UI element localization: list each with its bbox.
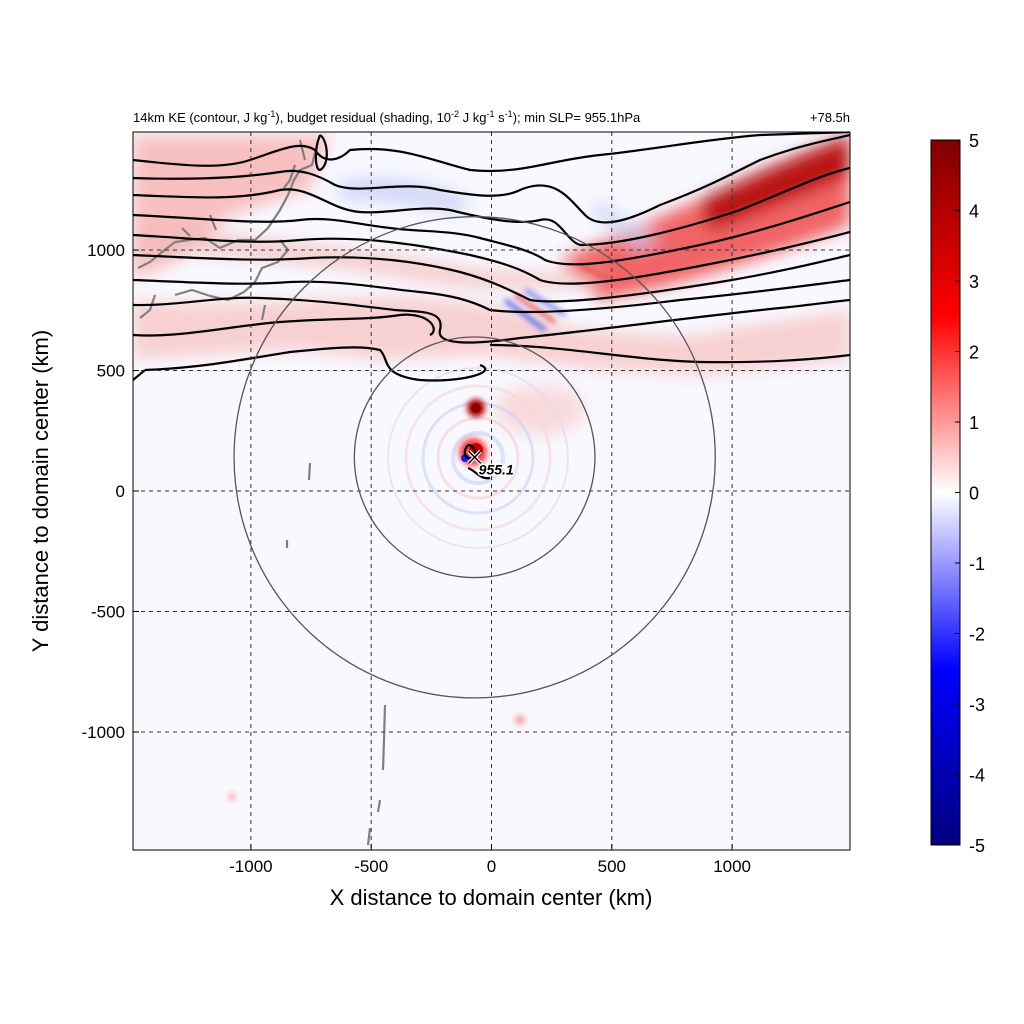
colorbar-ticks: 5 4 3 2 1 0 -1 -2 -3 -4 -5 — [955, 131, 985, 856]
x-tick-label: -1000 — [229, 857, 272, 876]
y-tick-label: 1000 — [87, 241, 125, 260]
x-tick-label: 500 — [598, 857, 626, 876]
colorbar-tick-label: -3 — [969, 695, 985, 715]
x-tick-label: 1000 — [713, 857, 751, 876]
y-axis-label: Y distance to domain center (km) — [28, 330, 53, 652]
y-tick-label: 0 — [116, 482, 125, 501]
range-ring — [233, 216, 716, 699]
colorbar-tick-label: -2 — [969, 625, 985, 645]
y-axis-ticks: -1000 -500 0 500 1000 — [82, 241, 139, 742]
colorbar-tick-label: 5 — [969, 131, 979, 151]
chart-title: 14km KE (contour, J kg-1), budget residu… — [133, 109, 641, 125]
range-rings — [233, 216, 716, 699]
x-axis-ticks: -1000 -500 0 500 1000 — [229, 844, 751, 876]
plot-area: 955.1 — [133, 132, 850, 850]
colorbar-tick-label: 2 — [969, 343, 979, 363]
colorbar-tick-label: 1 — [969, 413, 979, 433]
storm-wave-rings — [387, 367, 569, 549]
min-slp-label: 955.1 — [479, 461, 514, 477]
y-tick-label: -1000 — [82, 723, 125, 742]
x-tick-label: -500 — [354, 857, 388, 876]
x-tick-label: 0 — [487, 857, 496, 876]
colorbar-tick-label: 3 — [969, 272, 979, 292]
ke-contours — [133, 132, 850, 480]
colorbar-tick-label: -5 — [969, 836, 985, 856]
y-tick-label: 500 — [97, 362, 125, 381]
forecast-hour-label: +78.5h — [810, 110, 850, 125]
storm-center-cross — [468, 450, 482, 464]
colorbar-tick-label: -4 — [969, 766, 985, 786]
colorbar-tick-label: 0 — [969, 484, 979, 504]
storm-center-marker: 955.1 — [467, 449, 515, 479]
colorbar-tick-label: -1 — [969, 554, 985, 574]
colorbar-tick-label: 4 — [969, 202, 979, 222]
range-ring — [353, 336, 596, 579]
storm-core-features — [228, 399, 525, 801]
y-tick-label: -500 — [91, 602, 125, 621]
x-axis-label: X distance to domain center (km) — [330, 885, 653, 910]
